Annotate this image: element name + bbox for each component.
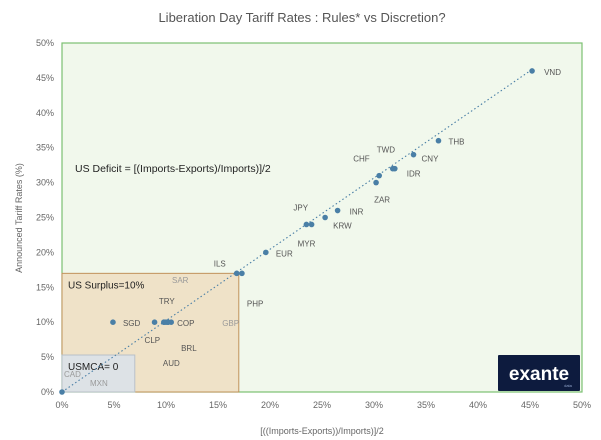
y-tick-label: 15% <box>36 282 54 292</box>
point-thb <box>435 137 442 144</box>
point-idr <box>389 165 396 172</box>
logo-background <box>498 355 580 391</box>
x-tick-label: 50% <box>573 400 591 410</box>
point-jpy <box>303 221 310 228</box>
y-axis-title: Announced Tariff Rates (%) <box>14 163 24 273</box>
regions: US Surplus=10% USMCA= 0 <box>61 42 583 393</box>
point-label-inr: INR <box>350 208 364 217</box>
point-label-sar: SAR <box>172 276 189 285</box>
y-tick-label: 20% <box>36 247 54 257</box>
data-points <box>59 68 535 395</box>
point-ils <box>233 270 240 277</box>
logo-text: exante <box>509 364 569 385</box>
trend-line <box>61 70 531 393</box>
x-tick-label: 35% <box>417 400 435 410</box>
point-label-thb: THB <box>448 138 464 147</box>
y-tick-label: 5% <box>41 352 54 362</box>
y-tick-label: 0% <box>41 387 54 397</box>
point-php <box>239 270 245 277</box>
point-label-clp: CLP <box>145 336 161 345</box>
point-label-twd: TWD <box>377 146 395 155</box>
region-usmca <box>61 354 136 393</box>
logo-subtext: data <box>564 383 573 388</box>
x-axis-title: [((Imports-Exports))/Imports)]/2 <box>260 426 384 436</box>
point-label-idr: IDR <box>407 170 421 179</box>
x-tick-label: 5% <box>107 400 120 410</box>
point-aud <box>161 319 167 326</box>
point-label-cop: COP <box>177 319 194 328</box>
chart-title: Liberation Day Tariff Rates : Rules* vs … <box>158 10 445 25</box>
point-label-php: PHP <box>247 299 263 308</box>
point-inr <box>334 207 341 214</box>
x-tick-label: 10% <box>157 400 175 410</box>
deficit-formula: US Deficit = [(Imports-Exports)/Imports)… <box>75 163 271 175</box>
point-label-aud: AUD <box>163 359 180 368</box>
point-label-jpy: JPY <box>293 203 308 212</box>
point-label-try: TRY <box>159 297 176 306</box>
region-label-usmca: USMCA= 0 <box>68 362 119 373</box>
y-tick-label: 40% <box>36 108 54 118</box>
axes: 0% 5% 10% 15% 20% 25% 30% 35% 40% 45% 50% 0% 5% 10% 15… <box>36 38 591 410</box>
point-chf <box>376 172 383 179</box>
x-tick-label: 40% <box>469 400 487 410</box>
point-zar <box>373 179 379 186</box>
point-label-sgd: SGD <box>123 319 141 328</box>
point-label-gbp: GBP <box>222 319 239 328</box>
point-label-ils: ILS <box>214 259 226 268</box>
point-eur <box>263 249 269 256</box>
exante-logo: exante data <box>498 355 580 391</box>
y-tick-label: 35% <box>36 143 54 153</box>
point-cny <box>410 151 417 158</box>
y-tick-label: 25% <box>36 213 54 223</box>
x-tick-label: 20% <box>261 400 279 410</box>
point-cad <box>59 389 65 395</box>
point-vnd <box>529 68 535 74</box>
x-tick-label: 0% <box>55 400 68 410</box>
point-label-krw: KRW <box>333 222 352 231</box>
y-tick-label: 10% <box>36 317 54 327</box>
point-label-myr: MYR <box>298 239 316 248</box>
point-clp <box>151 319 158 326</box>
point-krw <box>322 214 328 221</box>
point-brl <box>165 319 171 326</box>
x-tick-label: 15% <box>209 400 227 410</box>
point-label-chf: CHF <box>353 155 370 164</box>
point-label-vnd: VND <box>544 68 561 77</box>
point-label-mxn: MXN <box>90 379 108 388</box>
point-label-cad: CAD <box>64 370 81 379</box>
point-label-eur: EUR <box>276 249 293 258</box>
y-tick-label: 45% <box>36 73 54 83</box>
point-sgd <box>110 319 116 326</box>
region-label-surplus: US Surplus=10% <box>68 280 145 291</box>
y-tick-label: 30% <box>36 178 54 188</box>
x-tick-label: 25% <box>313 400 331 410</box>
point-labels: VND THB CNY TWD IDR CHF ZAR INR KRW JPY MYR EUR ILS P… <box>64 68 561 388</box>
point-label-zar: ZAR <box>374 196 390 205</box>
point-label-brl: BRL <box>181 344 197 353</box>
trendline <box>61 70 531 393</box>
y-tick-label: 50% <box>36 38 54 48</box>
point-label-cny: CNY <box>422 155 440 164</box>
point-myr <box>308 221 315 228</box>
x-tick-label: 30% <box>365 400 383 410</box>
x-tick-label: 45% <box>521 400 539 410</box>
